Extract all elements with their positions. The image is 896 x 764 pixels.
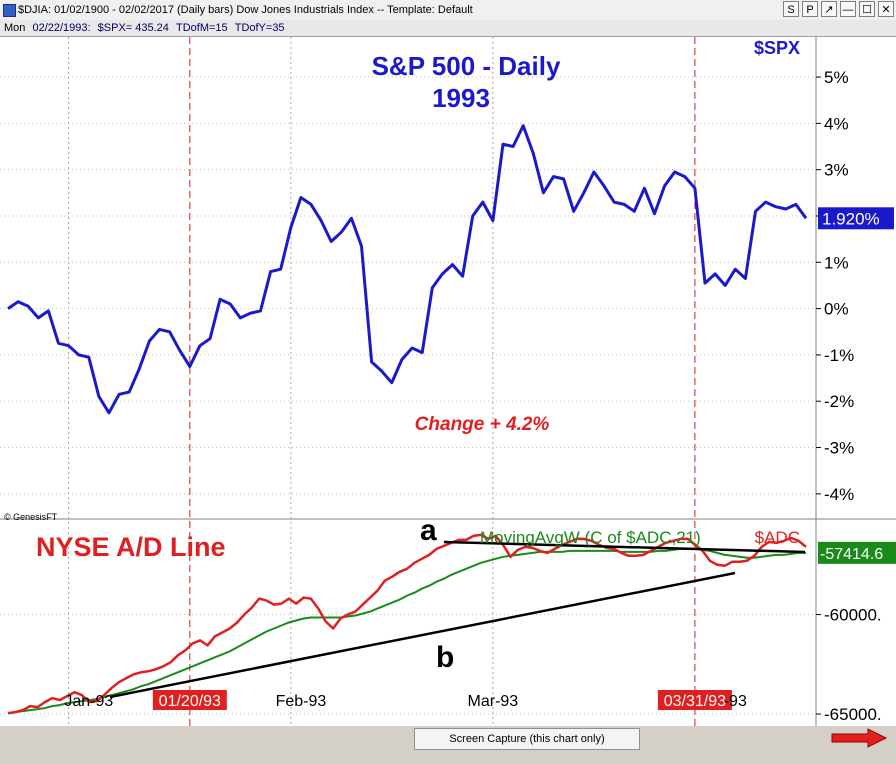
scroll-right-arrow-icon[interactable] [830, 728, 888, 748]
window-title: $DJIA: 01/02/1900 - 02/02/2017 (Daily ba… [18, 0, 473, 20]
trendline-a-label: a [420, 514, 437, 547]
spx-symbol-label: $SPX [754, 38, 800, 58]
spx-last-value-badge [818, 207, 894, 230]
chart-subtitle: 1993 [432, 83, 490, 113]
title-template: Template: Default [387, 4, 473, 16]
indicator-label: MovingAvgW (C of $ADC,21) [480, 528, 701, 547]
y-tick-label: -3% [824, 439, 854, 458]
y-tick-label: 1% [824, 253, 849, 272]
y-tick-label: -1% [824, 346, 854, 365]
info-tdofm: TDofM=15 [175, 22, 228, 34]
y-tick-label: -4% [824, 485, 854, 504]
y-tick-label: 0% [824, 300, 849, 319]
title-separator: -- [376, 4, 385, 16]
x-tick-label: 01/20/93 [159, 693, 221, 710]
x-tick-label: Feb-93 [276, 693, 327, 710]
moving-average-line [7, 547, 806, 715]
window-titlebar: $DJIA: 01/02/1900 - 02/02/2017 (Daily ba… [0, 0, 896, 21]
x-label-highlight [657, 690, 732, 710]
y-tick-label: 4% [824, 114, 849, 133]
cursor-info-bar: Mon 02/22/1993: $SPX= 435.24 TDofM=15 TD… [0, 20, 896, 37]
maximize-button[interactable]: ☐ [859, 1, 875, 17]
spx-last-value-label: 1.920% [822, 209, 880, 228]
x-label-highlight [152, 690, 227, 710]
minimize-button[interactable]: — [840, 1, 856, 17]
ad-line-title: NYSE A/D Line [36, 532, 226, 562]
adc-symbol-label: $ADC [755, 528, 800, 547]
x-tick-label: Jan-93 [64, 693, 113, 710]
info-price: $SPX= 435.24 [97, 22, 169, 34]
chart-canvas[interactable]: 5%4%3%2%1%0%-1%-2%-3%-4%-60000.-65000.1.… [0, 37, 896, 726]
adc-last-value-label: -57414.6 [820, 546, 883, 563]
spx-series-line [7, 124, 808, 415]
trendline-b-label: b [436, 641, 454, 674]
y-tick-label: 5% [824, 68, 849, 87]
detach-icon[interactable]: ↗ [821, 1, 837, 17]
adc-series-line [7, 533, 807, 715]
app-icon [3, 4, 16, 17]
y-tick-label: -2% [824, 392, 854, 411]
screen-capture-button[interactable]: Screen Capture (this chart only) [414, 728, 640, 750]
change-annotation: Change + 4.2% [415, 414, 550, 435]
y-axis-area [816, 37, 896, 726]
copyright-label: © GenesisFT [4, 512, 58, 522]
info-tdofy: TDofY=35 [234, 22, 285, 34]
x-tick-label: Mar-93 [468, 693, 519, 710]
y-tick-label: 3% [824, 161, 849, 180]
adc-last-value-badge [818, 541, 896, 564]
title-symbol-range: $DJIA: 01/02/1900 - 02/02/2017 [18, 4, 174, 16]
y-tick-label: -60000. [824, 606, 882, 625]
trendline-a [443, 540, 806, 554]
x-tick-label: -93 [724, 693, 747, 710]
info-date: 02/22/1993: [32, 22, 91, 34]
x-tick-label: 03/31/93 [664, 693, 726, 710]
trendline-b [109, 571, 736, 699]
s-button[interactable]: S [783, 1, 799, 17]
y-tick-label: -65000. [824, 705, 882, 724]
info-day: Mon [4, 22, 26, 34]
title-index-name: Dow Jones Industrials Index [236, 4, 374, 16]
chart-background [0, 37, 896, 726]
close-button[interactable]: ✕ [878, 1, 894, 17]
chart-title: S&P 500 - Daily [372, 51, 561, 81]
p-button[interactable]: P [802, 1, 818, 17]
title-bar-type: (Daily bars) [177, 4, 234, 16]
